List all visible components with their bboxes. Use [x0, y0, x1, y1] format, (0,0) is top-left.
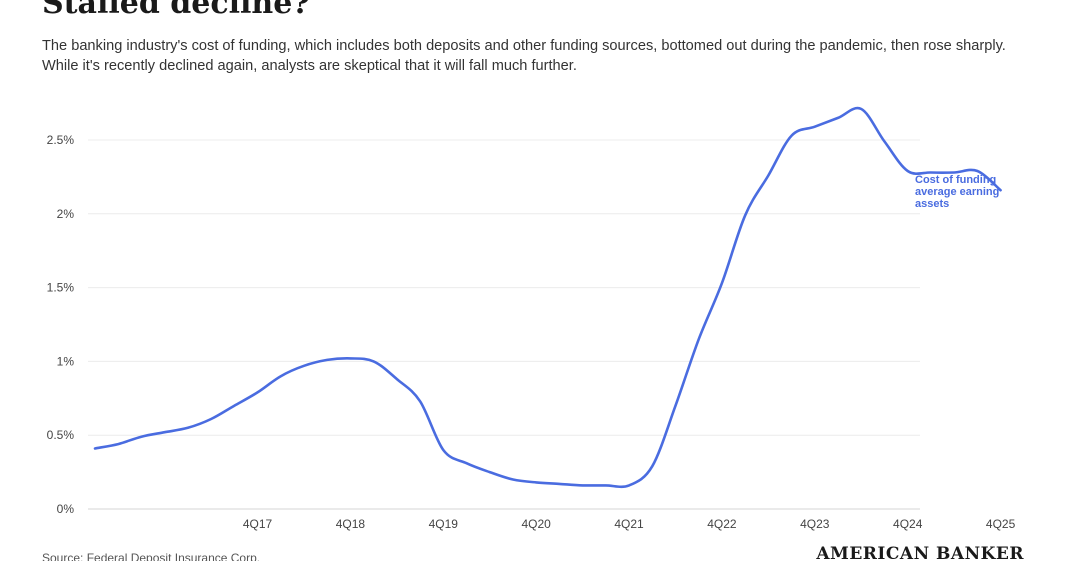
data-point: [186, 426, 190, 430]
data-point: [93, 447, 97, 451]
data-point: [116, 442, 120, 446]
data-point: [627, 483, 631, 487]
data-point: [604, 483, 608, 487]
data-point: [348, 356, 352, 360]
x-tick-label: 4Q18: [336, 517, 366, 531]
data-point: [581, 483, 585, 487]
data-point: [674, 404, 678, 408]
x-tick-label: 4Q20: [522, 517, 552, 531]
data-point: [441, 448, 445, 452]
data-point: [418, 399, 422, 403]
gridlines: [88, 139, 920, 510]
y-axis: 0% 0.5% 1% 1.5% 2% 2.5%: [47, 133, 75, 516]
data-point: [488, 470, 492, 474]
data-point: [813, 125, 817, 129]
data-point: [302, 364, 306, 368]
x-tick-label: 4Q19: [429, 517, 459, 531]
data-point: [209, 417, 213, 421]
data-point: [372, 359, 376, 363]
publisher-logo: AMERICAN BANKER: [816, 544, 1024, 561]
y-tick-label: 0.5%: [47, 428, 75, 442]
data-point: [790, 134, 794, 138]
y-tick-label: 2.5%: [47, 133, 75, 147]
x-tick-label: 4Q22: [707, 517, 737, 531]
series-label-line: assets: [915, 198, 949, 210]
data-point: [139, 435, 143, 439]
data-point: [534, 480, 538, 484]
x-axis: 4Q17 4Q18 4Q19 4Q20 4Q21 4Q22 4Q23 4Q24 4Q25: [243, 517, 1016, 531]
series-label-line: average earning: [915, 186, 999, 198]
x-tick-label: 4Q17: [243, 517, 273, 531]
y-tick-label: 1.5%: [47, 281, 75, 295]
data-point: [859, 107, 863, 111]
y-tick-label: 1%: [57, 354, 75, 368]
data-point: [836, 116, 840, 120]
data-point: [883, 140, 887, 144]
data-point: [975, 169, 979, 173]
data-point: [163, 430, 167, 434]
x-tick-label: 4Q25: [986, 517, 1016, 531]
chart-title: Stalled decline?: [42, 0, 310, 21]
x-tick-label: 4Q23: [800, 517, 830, 531]
data-point: [325, 358, 329, 362]
series-layer: [93, 106, 1002, 489]
data-point: [743, 213, 747, 217]
x-tick-label: 4Q21: [614, 517, 644, 531]
chart-subtitle: The banking industry's cost of funding, …: [42, 38, 1006, 74]
data-point: [557, 482, 561, 486]
series-label-line: Cost of funding: [915, 174, 996, 186]
series-line-cost-of-funding: [93, 106, 1002, 489]
data-point: [650, 464, 654, 468]
y-tick-label: 2%: [57, 207, 75, 221]
data-point: [511, 478, 515, 482]
data-point: [232, 404, 236, 408]
data-point: [766, 173, 770, 177]
data-point: [279, 374, 283, 378]
data-point: [395, 377, 399, 381]
data-point: [697, 337, 701, 341]
x-tick-label: 4Q24: [893, 517, 923, 531]
source-note: Source: Federal Deposit Insurance Corp.: [42, 551, 261, 561]
data-point: [465, 461, 469, 465]
data-point: [720, 281, 724, 285]
y-tick-label: 0%: [57, 502, 75, 516]
data-point: [906, 169, 910, 173]
data-point: [256, 390, 260, 394]
